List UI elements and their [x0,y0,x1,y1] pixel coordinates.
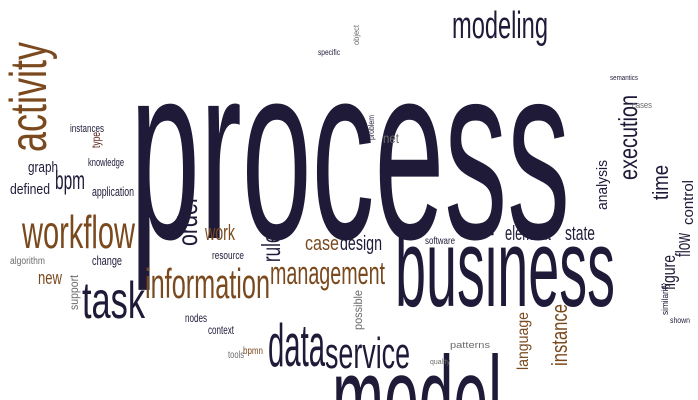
word: bpm [55,165,85,195]
word: workflow [21,206,135,258]
word: rules [256,225,286,262]
word: modeling [452,5,548,47]
word: data [268,312,325,379]
word: step [460,228,477,240]
word: possible [351,290,365,330]
word: specific [318,48,340,57]
word: model [332,332,502,400]
word: problem [367,115,376,140]
word: control [680,180,697,225]
word: similarity [660,283,670,315]
word: case [305,233,339,255]
word: new [38,268,63,288]
word: activity [0,42,58,152]
word: task [82,272,146,330]
word: support [67,274,81,310]
word: business [395,207,615,330]
word: shown [670,316,690,325]
word: instances [70,123,104,135]
word: object [352,24,361,45]
word: language [515,312,532,370]
word: software [425,236,455,247]
word: element [505,223,551,245]
word: context [208,323,234,337]
word: design [340,233,382,255]
word: defined [10,181,50,198]
word: cases [632,100,652,110]
word: bpmn [243,346,263,357]
word: patterns [450,340,491,350]
word: process [130,12,570,291]
word: management [270,255,385,291]
word: instance [547,304,572,366]
word: algorithm [10,256,45,267]
word: flow [673,233,695,257]
word: state [565,223,595,245]
word: type [89,132,103,148]
word: resource [212,250,244,262]
word: analysis [594,160,611,210]
word: execution [613,95,643,180]
word: change [92,253,122,268]
word: figure [659,255,679,290]
word: application [92,184,134,199]
word: nodes [185,311,207,325]
word: knowledge [88,157,124,169]
word: net [383,130,399,146]
word: graph [28,159,58,176]
word: service [325,329,410,378]
word: semantics [610,75,638,82]
word: tools [228,350,244,361]
word: quality [430,359,450,366]
word: time [648,165,673,200]
word: work [204,220,235,245]
word: information [145,260,270,307]
word: order [172,196,203,246]
